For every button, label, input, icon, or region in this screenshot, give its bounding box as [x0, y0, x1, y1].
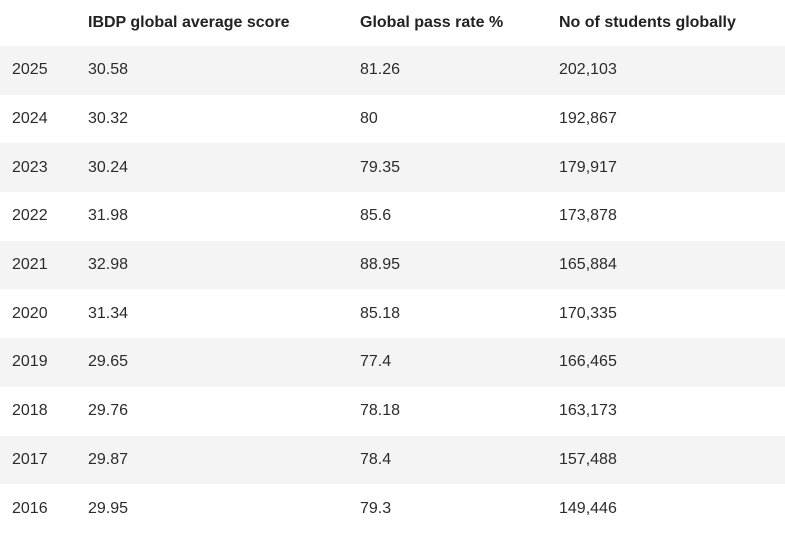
header-average-score: IBDP global average score — [88, 14, 290, 31]
cell-year: 2016 — [0, 484, 88, 533]
cell-pass-rate: 88.95 — [360, 240, 559, 290]
table-row: 2016 29.95 79.3 149,446 — [0, 484, 785, 533]
cell-average-score: 30.58 — [88, 46, 360, 95]
cell-pass-rate: 79.3 — [360, 484, 559, 533]
header-student-count: No of students globally — [559, 14, 736, 31]
cell-student-count: 192,867 — [559, 94, 785, 144]
cell-year: 2025 — [0, 46, 88, 95]
cell-student-count: 166,465 — [559, 338, 785, 387]
cell-pass-rate: 85.6 — [360, 192, 559, 241]
cell-student-count: 173,878 — [559, 192, 785, 241]
header-year — [0, 0, 88, 46]
cell-pass-rate: 78.4 — [360, 435, 559, 485]
table-row: 2019 29.65 77.4 166,465 — [0, 338, 785, 387]
table-row: 2017 29.87 78.4 157,488 — [0, 435, 785, 485]
cell-pass-rate: 85.18 — [360, 289, 559, 339]
cell-student-count: 163,173 — [559, 386, 785, 436]
cell-average-score: 32.98 — [88, 240, 360, 290]
cell-year: 2022 — [0, 192, 88, 241]
cell-average-score: 31.34 — [88, 289, 360, 339]
cell-year: 2017 — [0, 435, 88, 485]
cell-average-score: 29.87 — [88, 435, 360, 485]
cell-student-count: 179,917 — [559, 143, 785, 193]
cell-student-count: 202,103 — [559, 46, 785, 95]
cell-pass-rate: 79.35 — [360, 143, 559, 193]
cell-student-count: 157,488 — [559, 435, 785, 485]
table-row: 2024 30.32 80 192,867 — [0, 94, 785, 144]
cell-average-score: 29.65 — [88, 338, 360, 387]
header-pass-rate: Global pass rate % — [360, 14, 504, 31]
cell-pass-rate: 78.18 — [360, 386, 559, 436]
cell-year: 2024 — [0, 94, 88, 144]
cell-student-count: 149,446 — [559, 484, 785, 533]
cell-pass-rate: 81.26 — [360, 46, 559, 95]
cell-year: 2019 — [0, 338, 88, 387]
cell-average-score: 29.95 — [88, 484, 360, 533]
cell-year: 2023 — [0, 143, 88, 193]
cell-average-score: 29.76 — [88, 386, 360, 436]
cell-average-score: 31.98 — [88, 192, 360, 241]
cell-year: 2020 — [0, 289, 88, 339]
table-row: 2022 31.98 85.6 173,878 — [0, 192, 785, 241]
table-row: 2018 29.76 78.18 163,173 — [0, 386, 785, 436]
table-row: 2025 30.58 81.26 202,103 — [0, 46, 785, 95]
cell-student-count: 165,884 — [559, 240, 785, 290]
cell-year: 2018 — [0, 386, 88, 436]
table-header-row: IBDP global average score Global pass ra… — [0, 0, 785, 46]
cell-student-count: 170,335 — [559, 289, 785, 339]
table-row: 2023 30.24 79.35 179,917 — [0, 143, 785, 193]
cell-year: 2021 — [0, 240, 88, 290]
table-row: 2020 31.34 85.18 170,335 — [0, 289, 785, 339]
table-row: 2021 32.98 88.95 165,884 — [0, 240, 785, 290]
cell-pass-rate: 80 — [360, 94, 559, 144]
cell-average-score: 30.24 — [88, 143, 360, 193]
cell-average-score: 30.32 — [88, 94, 360, 144]
cell-pass-rate: 77.4 — [360, 338, 559, 387]
